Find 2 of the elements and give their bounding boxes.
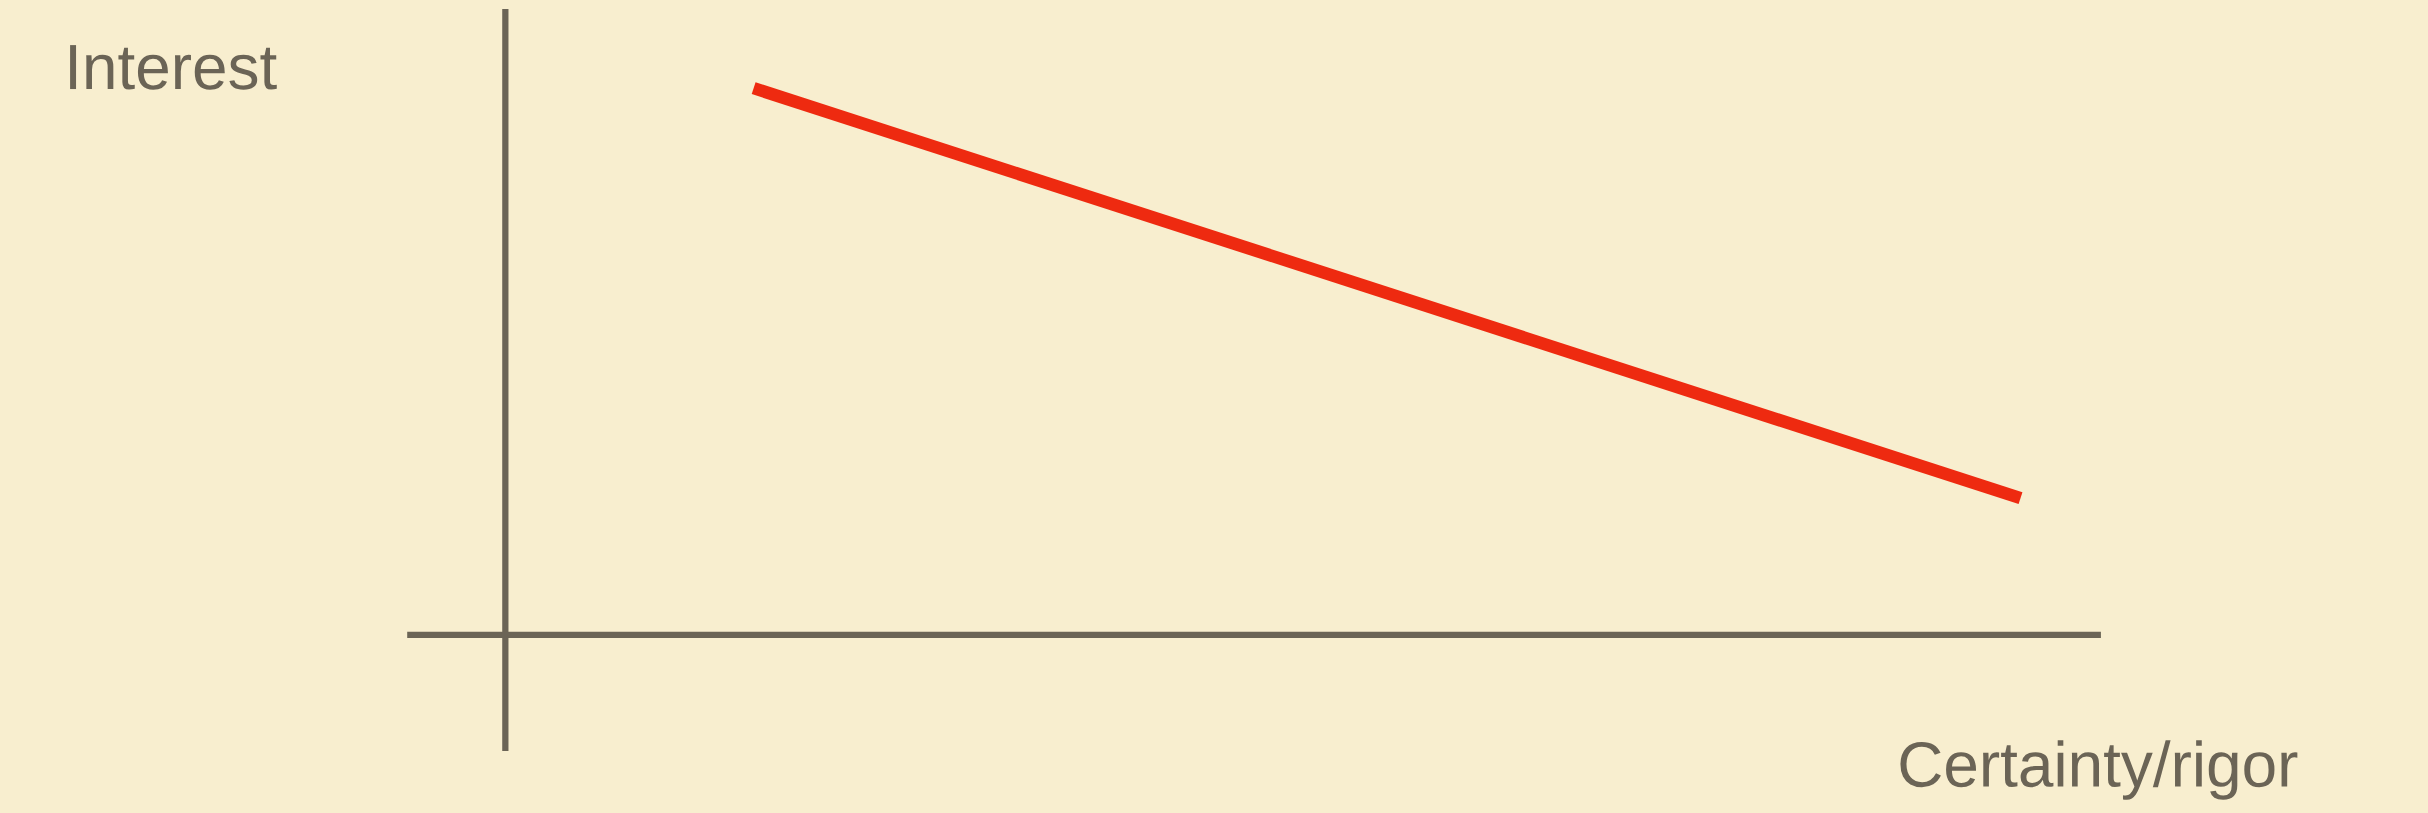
- y-axis-title: Interest: [70, 45, 277, 90]
- x-axis-title: Certainty/rigor: [1900, 740, 2298, 800]
